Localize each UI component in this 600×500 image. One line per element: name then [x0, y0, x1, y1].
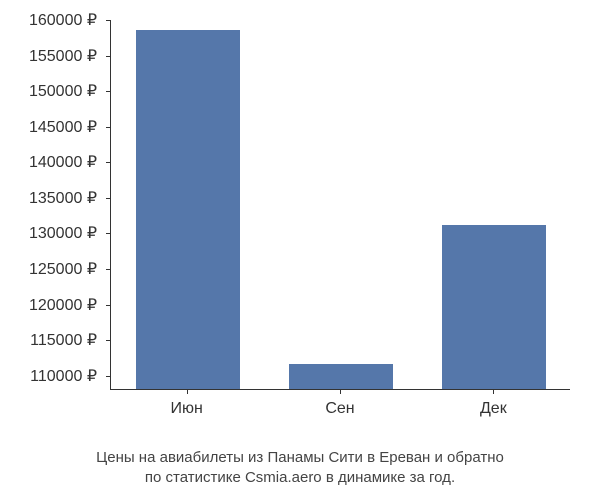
- bar: [136, 30, 240, 389]
- x-axis: Июн Сен Дек: [110, 395, 570, 425]
- y-tick-mark: [106, 20, 110, 21]
- y-tick-mark: [106, 91, 110, 92]
- y-tick-label: 125000 ₽: [29, 259, 97, 279]
- y-tick-label: 155000 ₽: [29, 46, 97, 66]
- caption-line2: по статистике Csmia.aero в динамике за г…: [145, 469, 455, 486]
- y-tick-label: 150000 ₽: [29, 81, 97, 101]
- y-tick-mark: [106, 269, 110, 270]
- y-tick-mark: [106, 127, 110, 128]
- y-tick-label: 160000 ₽: [29, 10, 97, 30]
- y-tick-label: 140000 ₽: [29, 152, 97, 172]
- bar: [442, 225, 546, 389]
- x-tick-mark: [493, 390, 494, 394]
- y-tick-mark: [106, 56, 110, 57]
- x-tick-label: Дек: [480, 400, 507, 418]
- y-tick-mark: [106, 376, 110, 377]
- plot-area: [110, 20, 570, 390]
- x-tick-label: Сен: [325, 400, 354, 418]
- chart-caption: Цены на авиабилеты из Панамы Сити в Ерев…: [0, 448, 600, 489]
- y-tick-label: 130000 ₽: [29, 223, 97, 243]
- y-tick-label: 120000 ₽: [29, 295, 97, 315]
- y-tick-mark: [106, 198, 110, 199]
- y-tick-mark: [106, 305, 110, 306]
- bar: [289, 364, 393, 389]
- chart-container: 110000 ₽ 115000 ₽ 120000 ₽ 125000 ₽ 130000 ₽…: [10, 20, 590, 450]
- y-tick-label: 135000 ₽: [29, 188, 97, 208]
- y-tick-mark: [106, 340, 110, 341]
- y-tick-label: 110000 ₽: [30, 366, 97, 386]
- y-tick-mark: [106, 233, 110, 234]
- y-tick-label: 145000 ₽: [29, 117, 97, 137]
- x-tick-mark: [187, 390, 188, 394]
- y-tick-label: 115000 ₽: [30, 330, 97, 350]
- caption-line1: Цены на авиабилеты из Панамы Сити в Ерев…: [96, 449, 504, 466]
- x-tick-mark: [340, 390, 341, 394]
- x-tick-label: Июн: [170, 400, 202, 418]
- y-tick-mark: [106, 162, 110, 163]
- y-axis: 110000 ₽ 115000 ₽ 120000 ₽ 125000 ₽ 130000 ₽…: [10, 20, 105, 390]
